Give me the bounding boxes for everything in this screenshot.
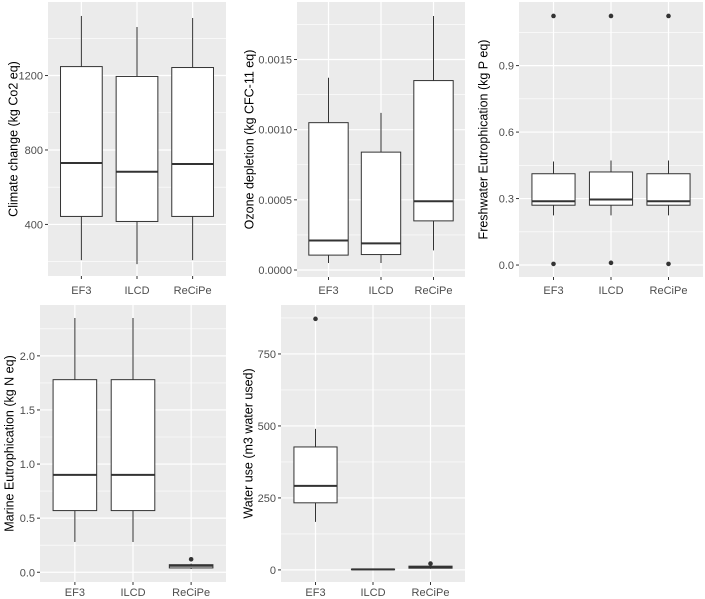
iqr-box (531, 173, 576, 206)
iqr-box (413, 80, 454, 222)
box-ilcd (110, 317, 156, 542)
y-axis-title: Freshwater Eutrophication (kg P eq) (476, 40, 490, 240)
y-axis-title: Climate change (kg Co2 eq) (6, 61, 20, 217)
y-tick-label: 0.0000 (258, 265, 292, 277)
outlier-point (428, 561, 433, 566)
panel-3: 0.0 0.3 0.6 0.9 EF3 ILCD ReCiPe Freshwater Eutr… (476, 2, 703, 297)
y-tick-label: 500 (258, 421, 276, 433)
x-tick-label: EF3 (65, 587, 85, 599)
y-tick-label: 2.0 (20, 351, 35, 363)
y-tick-label: 250 (258, 493, 276, 505)
y-tick-label: 0.5 (20, 513, 35, 525)
y-tick-label: 750 (258, 349, 276, 361)
y-tick-label: 0.0 (20, 567, 35, 579)
iqr-box (646, 173, 691, 206)
y-tick-label: 0.0010 (258, 125, 292, 137)
x-tick-label: ReCiPe (172, 587, 210, 599)
iqr-box (308, 122, 349, 256)
y-tick-label: 0.6 (499, 127, 514, 139)
iqr-box (110, 379, 156, 512)
box-ilcd (360, 112, 402, 263)
iqr-box (115, 75, 159, 222)
x-tick-label: EF3 (305, 587, 325, 599)
outlier-point (551, 261, 556, 267)
box-ilcd (350, 568, 396, 571)
y-tick-label: 0.0 (499, 260, 514, 272)
iqr-box (293, 446, 338, 504)
box-recipe (168, 556, 214, 570)
y-tick-label: 0.0005 (258, 195, 292, 207)
outlier-point (666, 261, 671, 267)
box-ef3 (60, 15, 103, 261)
box-ef3 (308, 77, 349, 263)
y-tick-label: 0 (270, 565, 276, 577)
y-tick-label: 1.0 (20, 459, 35, 471)
outlier-point (313, 316, 318, 322)
x-tick-label: ILCD (360, 587, 385, 599)
x-tick-label: EF3 (71, 285, 91, 297)
x-tick-label: ILCD (120, 587, 145, 599)
x-tick-label: ReCiPe (174, 285, 212, 297)
box-recipe (408, 561, 453, 569)
iqr-box (60, 66, 103, 217)
y-axis-title: Ozone depletion (kg CFC-11 eq) (242, 50, 256, 230)
y-axis-title: Marine Eutrophication (kg N eq) (2, 355, 16, 531)
x-tick-label: ReCiPe (412, 587, 450, 599)
y-axis-title: Water use (m3 water used) (241, 368, 255, 518)
y-tick-label: 1.5 (20, 405, 35, 417)
box-ef3 (293, 316, 338, 522)
box-ilcd (588, 13, 634, 266)
x-tick-label: ILCD (124, 285, 149, 297)
panel-1: 400 800 1200 EF3 ILCD ReCiPe Climate change (k… (6, 2, 226, 297)
y-tick-label: 800 (25, 145, 43, 157)
x-tick-label: ILCD (598, 285, 623, 297)
x-tick-label: ReCiPe (650, 285, 688, 297)
outlier-point (551, 13, 556, 19)
y-tick-label: 400 (25, 219, 43, 231)
iqr-box (52, 379, 98, 512)
box-ef3 (531, 13, 576, 267)
box-ilcd (115, 26, 159, 265)
x-tick-label: ReCiPe (415, 285, 453, 297)
panel-5: 0 250 500 750 EF3 ILCD ReCiPe Water use (m3 wat… (241, 305, 465, 599)
panel-4: 0.0 0.5 1.0 1.5 2.0 EF3 ILCD ReCiPe Marine Eutro… (2, 305, 226, 599)
y-tick-label: 0.0015 (258, 55, 292, 67)
y-tick-label: 1200 (19, 71, 43, 83)
box-recipe (171, 18, 214, 261)
y-tick-label: 0.3 (499, 194, 514, 206)
box-recipe (413, 16, 454, 251)
iqr-box (171, 67, 214, 217)
x-tick-label: EF3 (318, 285, 338, 297)
x-tick-label: EF3 (543, 285, 563, 297)
box-ef3 (52, 317, 98, 542)
outlier-point (188, 556, 194, 562)
y-tick-label: 0.9 (499, 61, 514, 73)
x-tick-label: ILCD (368, 285, 393, 297)
panel-2: 0.0000 0.0005 0.0010 0.0015 EF3 ILCD ReCiPe Ozo… (242, 2, 465, 297)
outlier-point (608, 260, 614, 266)
outlier-point (666, 13, 671, 19)
iqr-box (360, 151, 402, 256)
box-recipe (646, 13, 691, 267)
outlier-point (608, 13, 614, 19)
